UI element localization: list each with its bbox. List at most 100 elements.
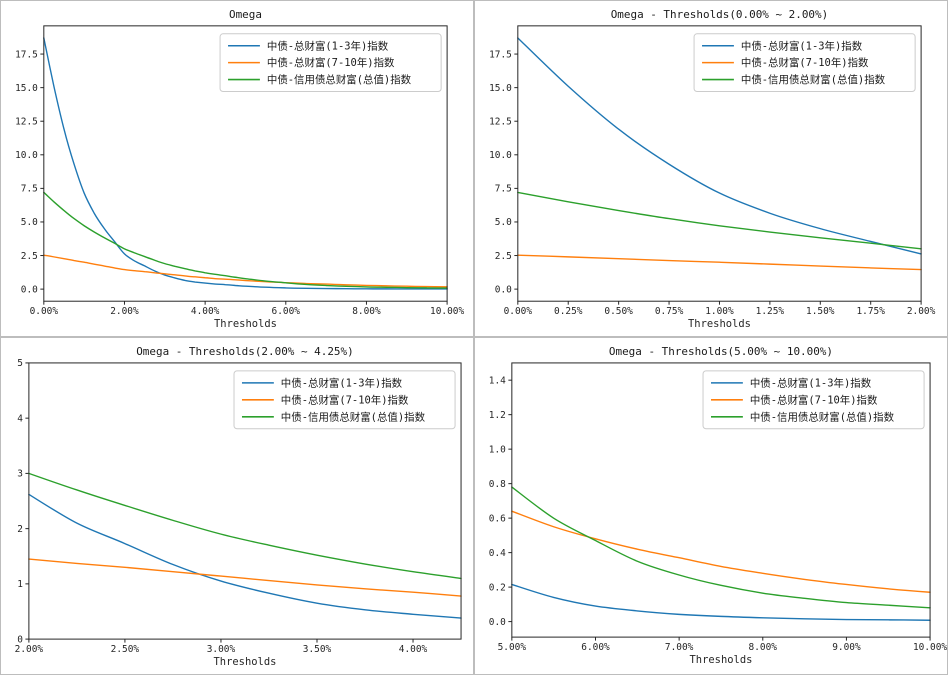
y-tick-label: 7.5 xyxy=(495,184,512,195)
legend-label-0: 中债-总财富(1-3年)指数 xyxy=(267,39,389,52)
chart-title: Omega - Thresholds(5.00% ~ 10.00%) xyxy=(609,345,833,358)
x-tick-label: 2.00% xyxy=(907,306,936,317)
y-tick-label: 0.8 xyxy=(489,479,506,490)
panel-omega-full: Omega 0.00% 2.00% 4.00% 6.00% 8.00% 10.00% 0.0 2… xyxy=(0,0,474,337)
chart-title: Omega xyxy=(229,8,262,21)
x-tick-label: 8.00% xyxy=(352,306,381,317)
y-tick-label: 1.0 xyxy=(489,444,506,455)
chart-title: Omega - Thresholds(0.00% ~ 2.00%) xyxy=(611,8,828,21)
series-line-1 xyxy=(511,510,931,593)
series-line-2 xyxy=(43,191,448,289)
y-tick-label: 12.5 xyxy=(489,117,512,128)
x-tick-label: 2.00% xyxy=(15,644,44,655)
x-tick-label: 8.00% xyxy=(749,642,778,653)
x-axis-label: Thresholds xyxy=(214,318,277,330)
x-tick-label: 0.75% xyxy=(655,306,684,317)
y-tick-label: 10.0 xyxy=(489,150,512,161)
y-tick-label: 17.5 xyxy=(489,49,512,60)
x-tick-label: 2.00% xyxy=(110,306,139,317)
y-tick-label: 4 xyxy=(17,413,23,424)
y-tick-label: 2.5 xyxy=(21,251,38,262)
legend-box xyxy=(233,370,456,430)
axes-frame xyxy=(517,25,922,302)
x-axis-label: Thresholds xyxy=(690,654,753,666)
x-tick-label: 4.00% xyxy=(191,306,220,317)
panel-omega-2-425: Omega - Thresholds(2.00% ~ 4.25%) 2.00% 2.… xyxy=(0,337,474,675)
y-tick-label: 15.0 xyxy=(489,83,512,94)
axes-frame xyxy=(43,25,448,302)
y-tick-label: 1.4 xyxy=(489,375,506,386)
y-tick-label: 2 xyxy=(17,524,23,535)
chart-canvas-omega-2-425: Omega - Thresholds(2.00% ~ 4.25%) 2.00% 2.… xyxy=(1,338,473,674)
x-axis-label: Thresholds xyxy=(214,656,277,668)
x-tick-label: 6.00% xyxy=(581,642,610,653)
series-line-2 xyxy=(28,472,462,580)
x-tick-label: 1.25% xyxy=(756,306,785,317)
series-line-0 xyxy=(43,37,448,290)
x-tick-label: 0.00% xyxy=(30,306,59,317)
chart-canvas-omega-full: Omega 0.00% 2.00% 4.00% 6.00% 8.00% 10.00% 0.0 2… xyxy=(1,1,473,336)
y-tick-label: 0.4 xyxy=(489,548,506,559)
series-line-1 xyxy=(43,254,448,288)
legend-label-1: 中债-总财富(7-10年)指数 xyxy=(267,56,395,69)
series-line-1 xyxy=(28,558,462,597)
y-tick-label: 2.5 xyxy=(495,251,512,262)
y-tick-label: 5 xyxy=(17,358,23,369)
legend-label-2: 中债-信用债总财富(总值)指数 xyxy=(267,73,412,86)
x-tick-label: 0.00% xyxy=(504,306,533,317)
x-tick-label: 3.00% xyxy=(207,644,236,655)
y-tick-label: 0.0 xyxy=(489,617,506,628)
y-tick-label: 7.5 xyxy=(21,184,38,195)
chart-title: Omega - Thresholds(2.00% ~ 4.25%) xyxy=(136,345,353,358)
y-tick-label: 0.0 xyxy=(495,284,512,295)
axes-frame xyxy=(28,362,462,640)
legend-label-2: 中债-信用债总财富(总值)指数 xyxy=(741,73,886,86)
y-tick-label: 5.0 xyxy=(21,217,38,228)
x-tick-label: 10.00% xyxy=(913,642,947,653)
x-tick-label: 2.50% xyxy=(111,644,140,655)
panel-omega-0-2: Omega - Thresholds(0.00% ~ 2.00%) 0.00% 0.… xyxy=(474,0,948,337)
x-tick-label: 6.00% xyxy=(272,306,301,317)
x-tick-label: 1.75% xyxy=(856,306,885,317)
x-tick-label: 1.00% xyxy=(705,306,734,317)
y-tick-label: 1.2 xyxy=(489,410,506,421)
x-tick-label: 3.50% xyxy=(303,644,332,655)
x-tick-label: 0.50% xyxy=(604,306,633,317)
x-tick-label: 0.25% xyxy=(554,306,583,317)
legend-label-2: 中债-信用债总财富(总值)指数 xyxy=(750,410,895,423)
x-tick-label: 1.50% xyxy=(806,306,835,317)
legend-label-1: 中债-总财富(7-10年)指数 xyxy=(750,393,878,406)
legend-label-0: 中债-总财富(1-3年)指数 xyxy=(750,376,872,389)
x-tick-label: 5.00% xyxy=(498,642,527,653)
legend-label-1: 中债-总财富(7-10年)指数 xyxy=(281,393,409,406)
x-tick-label: 7.00% xyxy=(665,642,694,653)
y-tick-label: 0.0 xyxy=(21,284,38,295)
y-tick-label: 15.0 xyxy=(15,83,38,94)
y-tick-label: 12.5 xyxy=(15,117,38,128)
legend-label-0: 中债-总财富(1-3年)指数 xyxy=(281,376,403,389)
legend-box xyxy=(219,33,442,92)
y-tick-label: 5.0 xyxy=(495,217,512,228)
legend-box xyxy=(693,33,916,92)
x-tick-label: 10.00% xyxy=(430,306,464,317)
legend-label-2: 中债-信用债总财富(总值)指数 xyxy=(281,410,426,423)
chart-canvas-omega-5-10: Omega - Thresholds(5.00% ~ 10.00%) 5.00% 6… xyxy=(475,338,947,674)
y-tick-label: 0.6 xyxy=(489,513,506,524)
y-tick-label: 0 xyxy=(17,634,23,645)
y-tick-label: 0.2 xyxy=(489,582,506,593)
y-tick-label: 3 xyxy=(17,469,23,480)
series-line-0 xyxy=(28,493,462,619)
x-axis-label: Thresholds xyxy=(688,318,751,330)
legend-label-0: 中债-总财富(1-3年)指数 xyxy=(741,39,863,52)
panel-omega-5-10: Omega - Thresholds(5.00% ~ 10.00%) 5.00% 6… xyxy=(474,337,948,675)
legend-box xyxy=(702,370,925,430)
axes-frame xyxy=(511,362,931,638)
chart-canvas-omega-0-2: Omega - Thresholds(0.00% ~ 2.00%) 0.00% 0.… xyxy=(475,1,947,336)
y-tick-label: 17.5 xyxy=(15,49,38,60)
legend-label-1: 中债-总财富(7-10年)指数 xyxy=(741,56,869,69)
series-line-0 xyxy=(511,583,931,621)
x-tick-label: 9.00% xyxy=(832,642,861,653)
series-line-0 xyxy=(517,37,922,255)
series-line-2 xyxy=(511,486,931,609)
